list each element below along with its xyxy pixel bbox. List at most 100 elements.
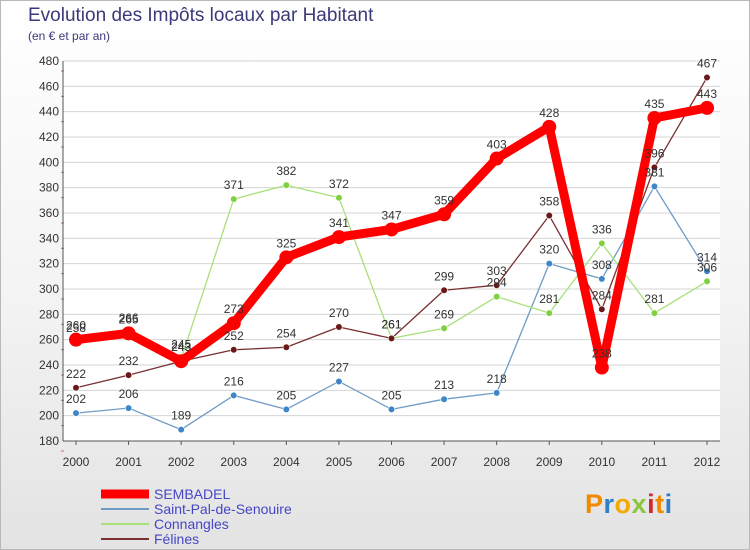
data-point bbox=[282, 181, 290, 189]
y-tick-label: 400 bbox=[39, 155, 59, 169]
legend-item: Connangles bbox=[101, 516, 229, 532]
data-label: 403 bbox=[487, 138, 507, 152]
x-tick-label: 2009 bbox=[536, 455, 563, 469]
data-label: 261 bbox=[381, 317, 401, 331]
data-point bbox=[493, 389, 501, 397]
logo-letter: i bbox=[647, 489, 656, 519]
data-point bbox=[174, 354, 189, 369]
logo-letter: r bbox=[603, 489, 615, 519]
data-point bbox=[177, 426, 185, 434]
data-label: 306 bbox=[697, 260, 717, 274]
series-sembadel bbox=[69, 100, 714, 375]
data-label: 435 bbox=[644, 97, 664, 111]
data-label: 265 bbox=[119, 312, 139, 326]
y-tick-label: 260 bbox=[39, 333, 59, 347]
data-label: 359 bbox=[434, 193, 454, 207]
data-label: 258 bbox=[66, 321, 86, 335]
data-label: 284 bbox=[592, 288, 612, 302]
data-point bbox=[598, 275, 606, 283]
data-point bbox=[124, 404, 133, 412]
legend-item: Félines bbox=[101, 531, 199, 547]
data-label: 273 bbox=[224, 302, 244, 316]
y-tick-label: 480 bbox=[39, 54, 59, 68]
y-tick-label: 460 bbox=[39, 79, 59, 93]
data-label: 269 bbox=[434, 307, 454, 321]
data-label: 281 bbox=[539, 292, 559, 306]
data-label: 325 bbox=[276, 236, 296, 250]
data-label: 227 bbox=[329, 360, 349, 374]
data-label: 358 bbox=[539, 195, 559, 209]
data-point bbox=[282, 343, 290, 351]
y-tick-label: 300 bbox=[39, 282, 59, 296]
data-point bbox=[647, 111, 662, 125]
y-tick-label: 420 bbox=[39, 130, 59, 144]
data-point bbox=[230, 391, 238, 400]
data-label: 238 bbox=[592, 347, 612, 361]
data-label: 252 bbox=[224, 329, 244, 343]
proxiti-logo: Proxiti bbox=[585, 489, 673, 520]
logo-letter: i bbox=[664, 489, 673, 519]
x-tick-label: 2007 bbox=[431, 455, 458, 469]
data-point bbox=[650, 182, 659, 190]
y-tick-label: 360 bbox=[39, 206, 59, 220]
x-tick-label: 2002 bbox=[168, 455, 195, 469]
data-label: 232 bbox=[119, 354, 139, 368]
data-point bbox=[598, 239, 606, 247]
data-label: 206 bbox=[119, 387, 139, 401]
chart-subtitle: (en € et par an) bbox=[28, 29, 111, 43]
data-point bbox=[650, 309, 659, 317]
plot-area bbox=[63, 61, 720, 441]
logo-letter: t bbox=[655, 489, 665, 519]
data-point bbox=[545, 260, 553, 268]
data-point bbox=[650, 163, 659, 171]
data-label: 443 bbox=[697, 87, 717, 101]
data-label: 243 bbox=[171, 340, 191, 354]
x-tick-label: 2008 bbox=[483, 455, 510, 469]
x-tick-label: 2010 bbox=[588, 455, 615, 469]
data-label: 213 bbox=[434, 378, 454, 392]
data-point bbox=[598, 305, 606, 313]
data-point bbox=[594, 360, 609, 375]
data-point bbox=[121, 326, 136, 341]
data-label: 382 bbox=[276, 164, 296, 178]
data-point bbox=[387, 334, 396, 343]
data-point bbox=[493, 293, 501, 301]
data-label: 216 bbox=[224, 374, 244, 388]
logo-letter: P bbox=[585, 489, 604, 519]
data-label: 222 bbox=[66, 367, 86, 381]
y-tick-label: 280 bbox=[39, 307, 59, 321]
logo-letter: o bbox=[614, 489, 632, 519]
data-label: 381 bbox=[644, 165, 664, 179]
data-point bbox=[335, 377, 343, 386]
y-tick-label: 440 bbox=[39, 105, 59, 119]
data-label: 347 bbox=[381, 208, 401, 222]
legend-item: SEMBADEL bbox=[101, 486, 230, 502]
data-label: 202 bbox=[66, 392, 86, 406]
data-point bbox=[489, 151, 504, 166]
data-point bbox=[331, 230, 346, 245]
data-point bbox=[124, 371, 133, 379]
y-tick-label: 380 bbox=[39, 181, 59, 195]
data-label: 303 bbox=[487, 264, 507, 278]
data-label: 260 bbox=[66, 319, 86, 333]
legend-label: SEMBADEL bbox=[154, 486, 230, 502]
data-label: 396 bbox=[644, 146, 664, 160]
y-tick-label: 320 bbox=[39, 257, 59, 271]
data-point bbox=[72, 384, 80, 392]
data-point bbox=[335, 194, 343, 202]
data-label: 266 bbox=[119, 311, 139, 325]
y-tick-label: 180 bbox=[39, 434, 59, 448]
data-label: 294 bbox=[487, 276, 507, 290]
data-label: 205 bbox=[381, 388, 401, 402]
x-tick-label: 2004 bbox=[273, 455, 300, 469]
x-tick-label: 2006 bbox=[378, 455, 405, 469]
data-point bbox=[230, 346, 238, 354]
data-label: 218 bbox=[487, 372, 507, 386]
data-label: 261 bbox=[381, 317, 401, 331]
data-point bbox=[703, 73, 711, 82]
data-point bbox=[440, 286, 448, 294]
x-tick-label: 2003 bbox=[220, 455, 247, 469]
data-point bbox=[387, 405, 396, 413]
data-point bbox=[440, 395, 448, 403]
